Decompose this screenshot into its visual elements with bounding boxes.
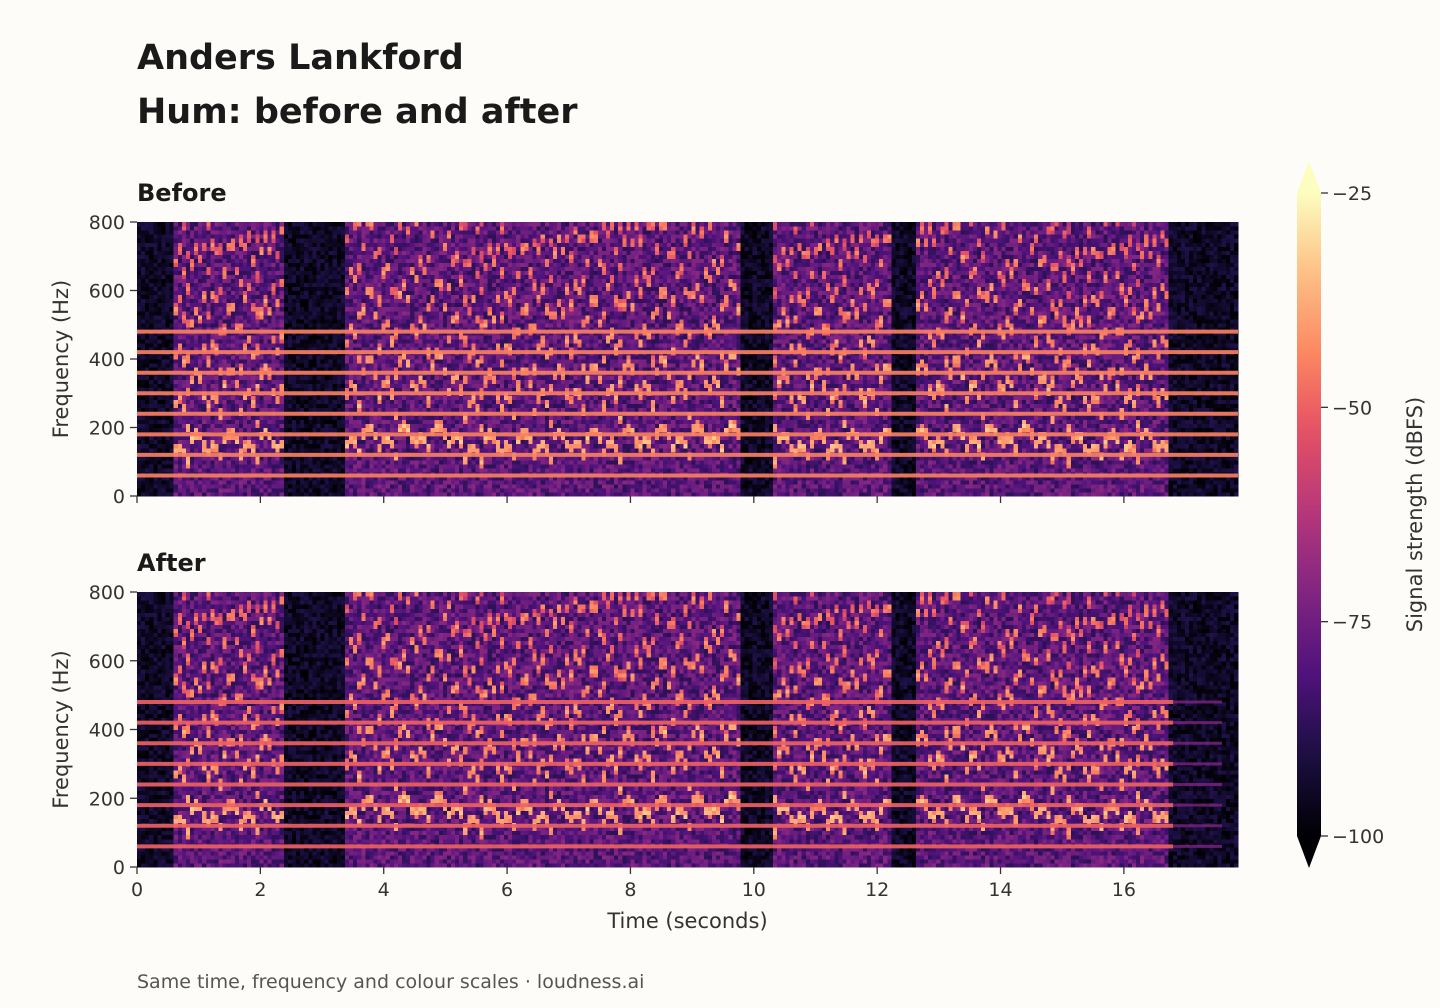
colorbar-extend-max — [1297, 161, 1321, 193]
panel-title-before: Before — [137, 181, 227, 205]
y-tick-label: 200 — [89, 418, 125, 440]
hum-harmonics — [137, 329, 1238, 478]
colorbar-tick-label: −50 — [1332, 397, 1372, 419]
footer-note: Same time, frequency and colour scales ·… — [137, 972, 644, 993]
x-tick-label: 10 — [742, 879, 766, 901]
hum-harmonics — [137, 700, 1222, 849]
y-tick-label: 400 — [89, 720, 125, 742]
colorbar-tick-label: −100 — [1332, 826, 1384, 848]
x-axis-label: Time (seconds) — [606, 909, 767, 933]
figure-title: Anders Lankford — [137, 41, 464, 76]
x-tick-label: 4 — [378, 879, 390, 901]
x-tick-label: 12 — [865, 879, 889, 901]
y-tick-label: 600 — [89, 281, 125, 303]
y-tick-label: 0 — [113, 486, 125, 508]
panel-title-after: After — [137, 551, 206, 575]
y-tick-label: 600 — [89, 651, 125, 673]
spectrogram-before — [137, 222, 1239, 497]
x-tick-label: 14 — [988, 879, 1012, 901]
x-tick-label: 6 — [501, 879, 513, 901]
colorbar-tick-label: −75 — [1332, 612, 1372, 634]
colorbar-gradient — [1297, 193, 1321, 836]
y-tick-label: 200 — [89, 788, 125, 810]
figure-subtitle: Hum: before and after — [137, 95, 577, 130]
spectrogram-cells — [137, 222, 1239, 497]
y-axis-label: Frequency (Hz) — [49, 280, 73, 438]
axes-before: 0 200 400 600 800 Frequency (Hz) — [49, 212, 1125, 508]
y-tick-label: 800 — [89, 582, 125, 604]
x-tick-label: 8 — [624, 879, 636, 901]
y-tick-label: 800 — [89, 212, 125, 234]
colorbar: −25 −50 −75 −100 Signal strength (dBFS) — [1297, 161, 1427, 868]
x-tick-label: 16 — [1112, 879, 1136, 901]
y-tick-label: 400 — [89, 349, 125, 371]
x-tick-label: 0 — [131, 879, 143, 901]
spectrogram-after — [137, 592, 1239, 868]
colorbar-label: Signal strength (dBFS) — [1403, 397, 1427, 632]
colorbar-extend-min — [1297, 836, 1321, 868]
y-tick-label: 0 — [113, 857, 125, 879]
x-tick-label: 2 — [254, 879, 266, 901]
colorbar-tick-label: −25 — [1332, 183, 1372, 205]
y-axis-label: Frequency (Hz) — [49, 650, 73, 808]
axes-after: 0 200 400 600 800 0 2 4 6 8 10 12 14 16 Frequency (Hz)… — [49, 582, 1136, 933]
